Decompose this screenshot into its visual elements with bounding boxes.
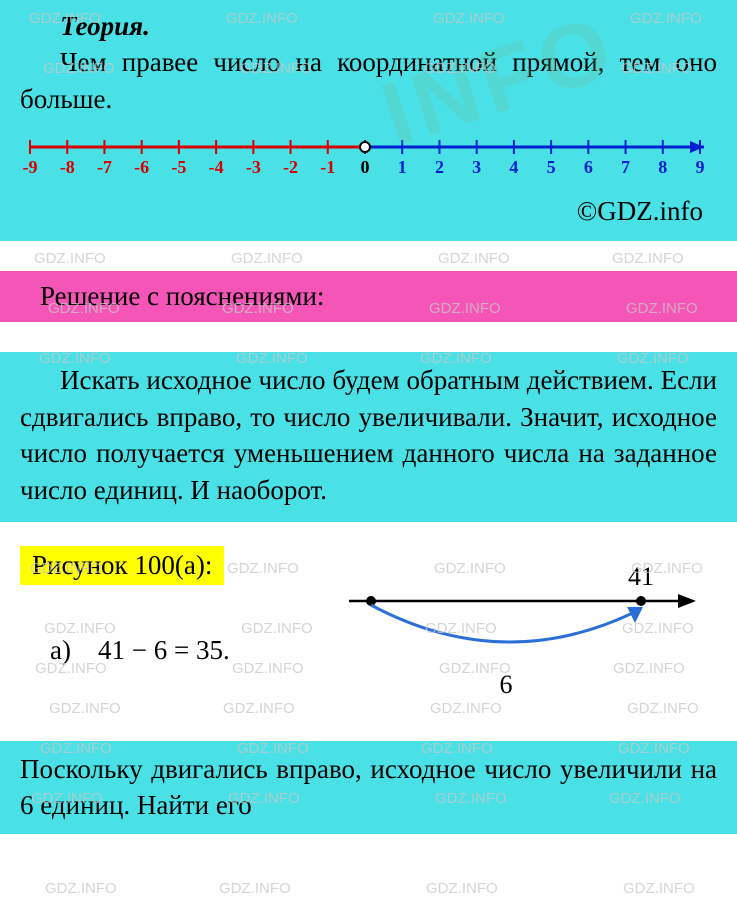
figure-label: Рисунок 100(а): (20, 546, 224, 585)
svg-text:-9: -9 (23, 157, 38, 177)
svg-text:41: 41 (628, 562, 654, 591)
svg-text:а: а (499, 714, 512, 716)
svg-text:6: 6 (499, 670, 512, 699)
page-content: Теория. Чем правее число на координатной… (0, 0, 737, 834)
credit-text: ©GDZ.info (20, 189, 717, 229)
svg-text:1: 1 (398, 157, 407, 177)
theory-body: Чем правее число на координатной прямой,… (20, 44, 717, 117)
explanation-block: Искать исходное число будем обратным дей… (0, 352, 737, 522)
svg-text:6: 6 (584, 157, 593, 177)
theory-title: Теория. (60, 8, 717, 44)
svg-text:-7: -7 (97, 157, 112, 177)
svg-text:-4: -4 (209, 157, 224, 177)
svg-text:5: 5 (547, 157, 556, 177)
svg-text:2: 2 (435, 157, 444, 177)
svg-text:-1: -1 (320, 157, 335, 177)
svg-text:7: 7 (621, 157, 630, 177)
item-letter: а) (50, 635, 71, 665)
figure-row: Рисунок 100(а): а) 41 − 6 = 35. 41 6 а (0, 546, 737, 721)
svg-text:-6: -6 (134, 157, 149, 177)
number-line: -9 -8 -7 -6 -5 -4 -3 -2 -1 0 1 2 3 4 5 6 7 8 9 (20, 117, 717, 188)
arc-diagram: 41 6 а (341, 546, 701, 716)
svg-text:-8: -8 (60, 157, 75, 177)
figure-right: 41 6 а (341, 546, 717, 721)
svg-text:-3: -3 (246, 157, 261, 177)
figure-left: Рисунок 100(а): а) 41 − 6 = 35. (20, 546, 341, 666)
svg-text:9: 9 (696, 157, 705, 177)
equation-text: 41 − 6 = 35. (98, 635, 230, 665)
svg-text:0: 0 (361, 157, 370, 177)
svg-text:4: 4 (509, 157, 518, 177)
svg-text:3: 3 (472, 157, 481, 177)
number-line-svg: -9 -8 -7 -6 -5 -4 -3 -2 -1 0 1 2 3 4 5 6 7 8 9 (20, 129, 720, 179)
svg-text:8: 8 (658, 157, 667, 177)
svg-text:-5: -5 (171, 157, 186, 177)
theory-block: Теория. Чем правее число на координатной… (0, 0, 737, 241)
equation-line: а) 41 − 6 = 35. (20, 635, 341, 666)
footer-block: Поскольку двигались вправо, исходное чис… (0, 741, 737, 834)
solution-header: Решение с пояснениями: (0, 271, 737, 322)
svg-text:-2: -2 (283, 157, 298, 177)
spacer (0, 322, 737, 352)
